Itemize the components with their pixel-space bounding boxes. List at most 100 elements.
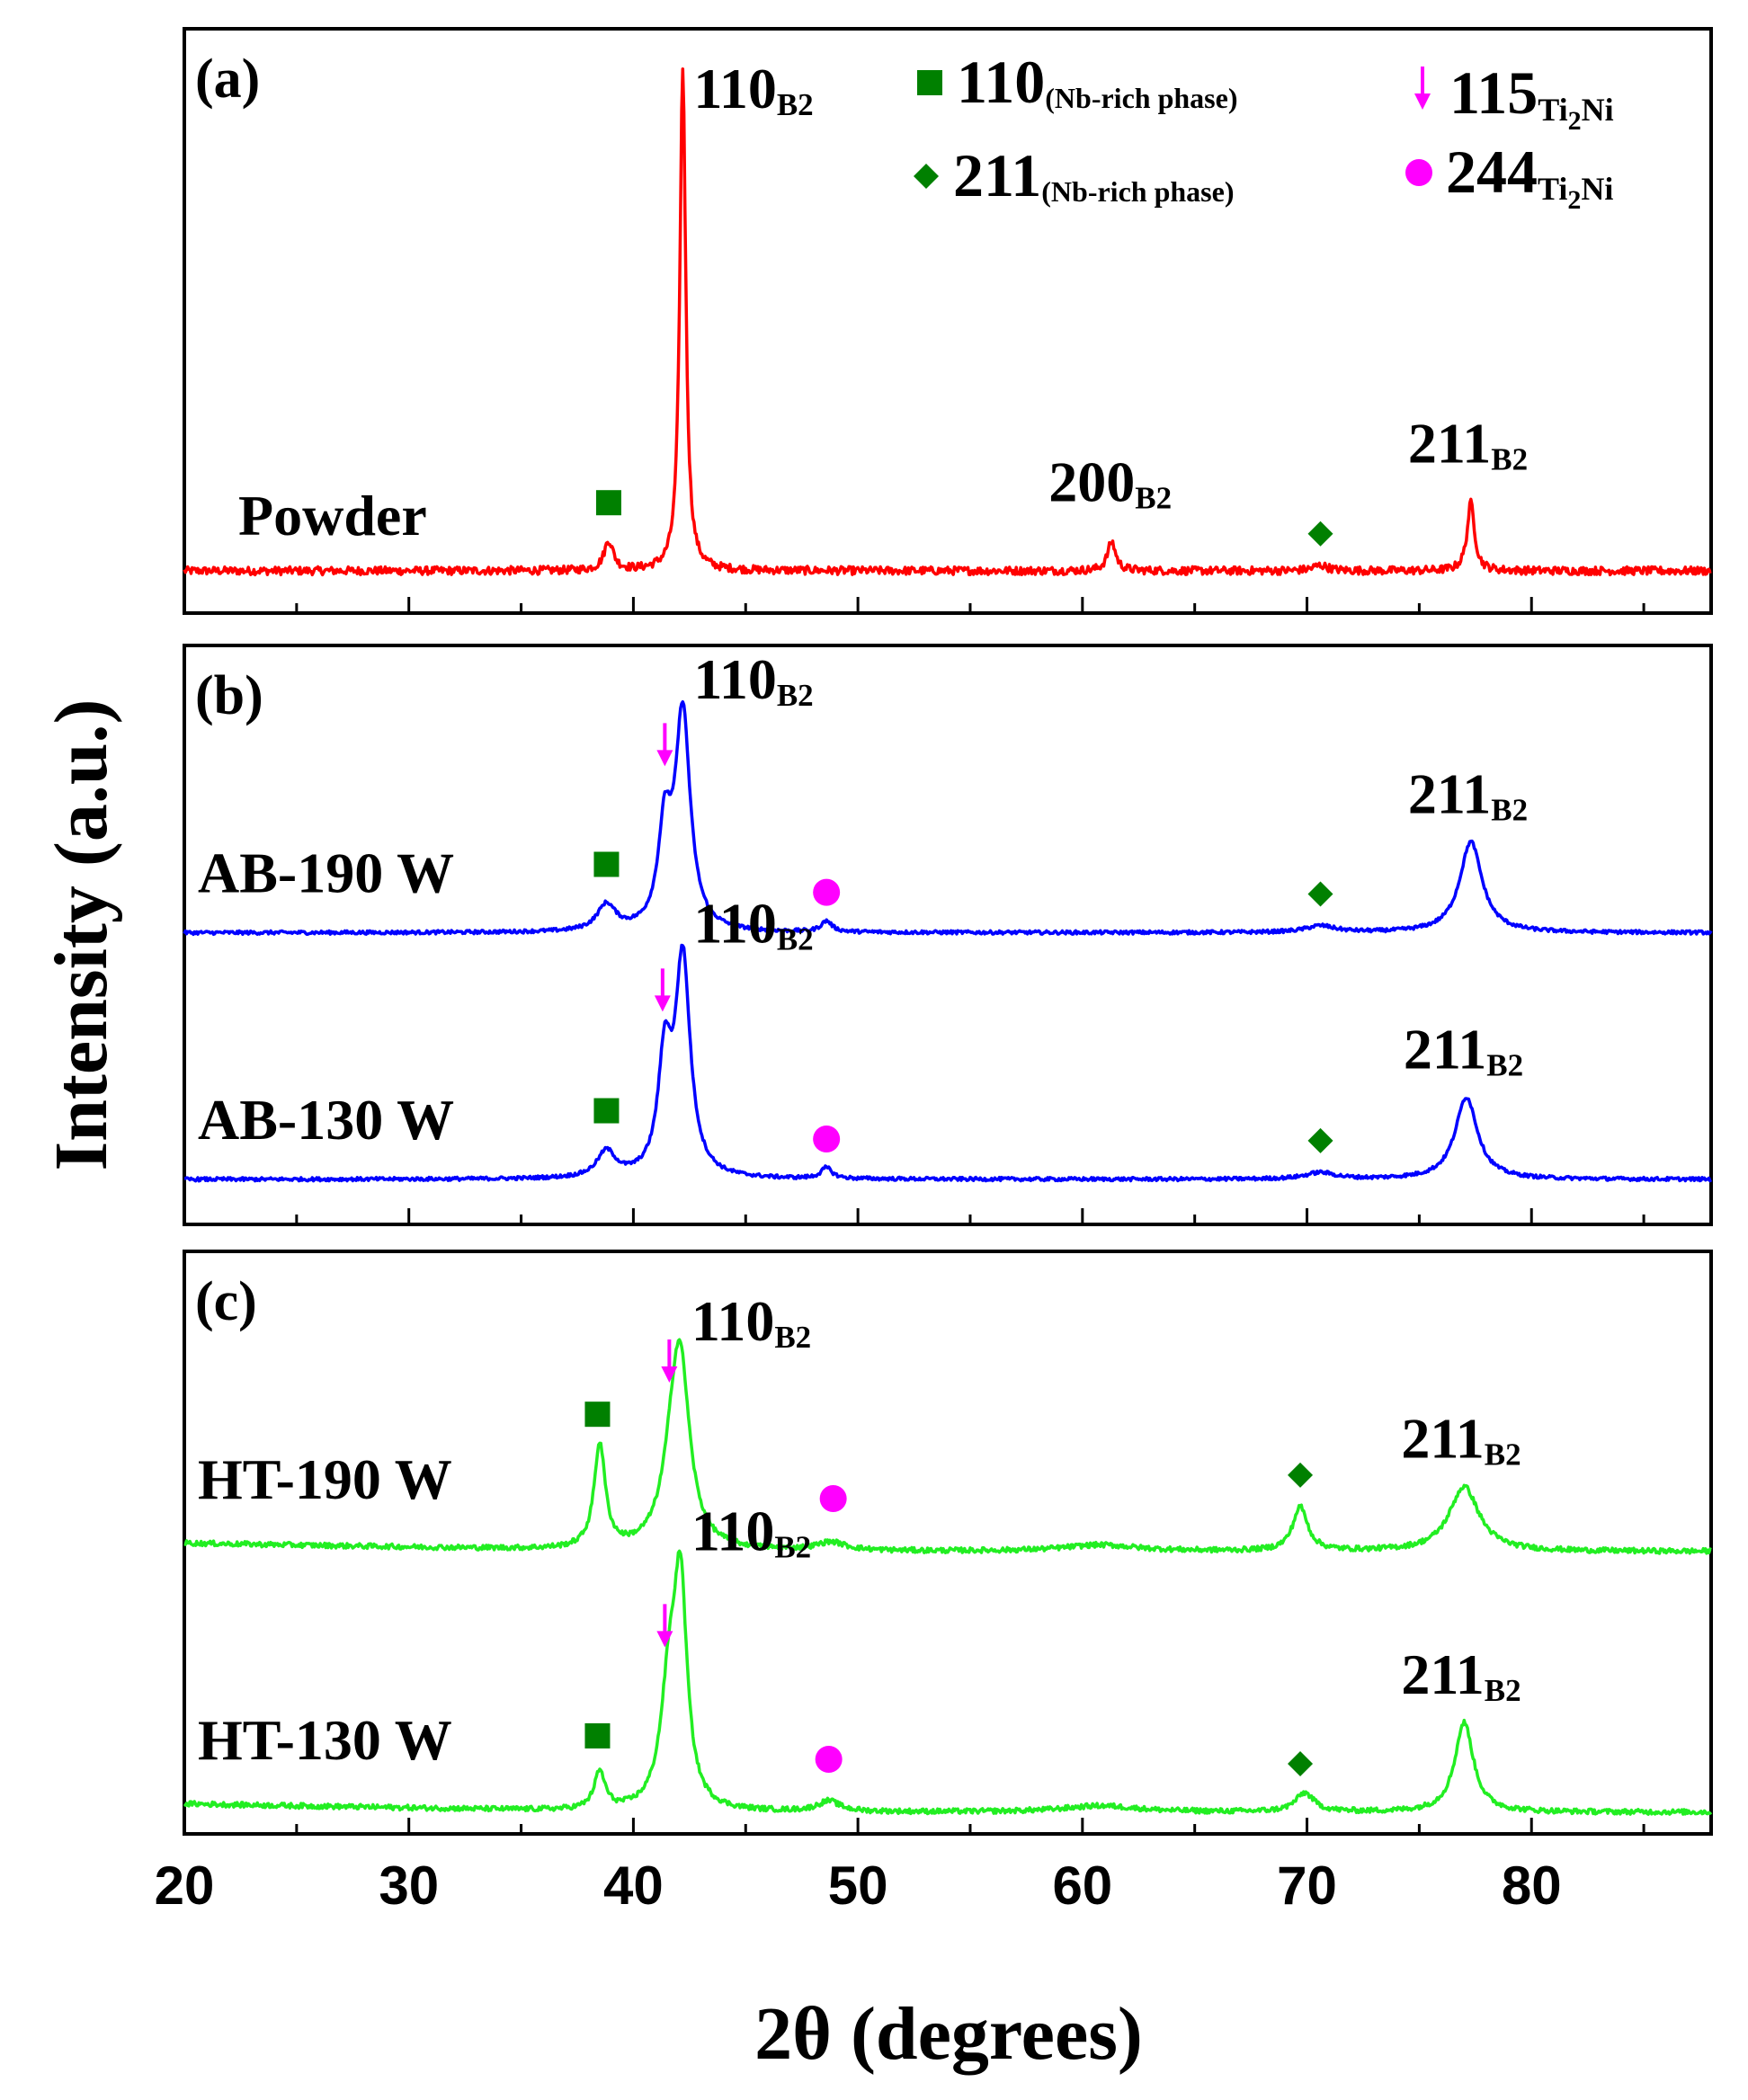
- marker-circle-icon: [813, 878, 841, 906]
- panel-tag: (b): [195, 665, 263, 726]
- peak-label-phase: B2: [1491, 441, 1528, 476]
- arrow-head: [656, 750, 673, 767]
- legend-item-arrow: 115Ti2Ni: [1414, 58, 1614, 136]
- peak-label-phase: B2: [1485, 1673, 1521, 1708]
- marker-diamond-icon: [914, 164, 939, 189]
- legend-label-phase-tail: Ni: [1582, 92, 1614, 128]
- legend: 110(Nb-rich phase)211(Nb-rich phase)115T…: [914, 48, 1614, 215]
- x-tick-label: 20: [155, 1855, 215, 1916]
- marker-arrow-icon: [1414, 67, 1431, 110]
- legend-label: 244Ti2Ni: [1446, 138, 1613, 215]
- peak-label-phase: B2: [774, 1320, 811, 1355]
- marker-diamond-icon: [1307, 881, 1333, 907]
- legend-label-index: 211: [953, 141, 1041, 209]
- legend-label-index: 115: [1449, 58, 1538, 127]
- arrow-head: [654, 995, 671, 1012]
- peak-label: 211B2: [1401, 1407, 1521, 1473]
- peak-label-phase: B2: [1485, 1437, 1521, 1473]
- peak-label: 110B2: [691, 1289, 811, 1355]
- peak-label: 110B2: [693, 891, 813, 957]
- legend-label-index: 244: [1446, 138, 1538, 206]
- marker-circle-icon: [1405, 159, 1432, 186]
- legend-label-phase-tail: Ni: [1581, 171, 1613, 207]
- x-axis-label: 2θ (degrees): [754, 1992, 1143, 2076]
- peak-label-index: 211: [1408, 761, 1491, 825]
- legend-label-index: 110: [957, 48, 1045, 116]
- legend-label-phase: (Nb-rich phase): [1045, 82, 1237, 114]
- legend-item-circle: 244Ti2Ni: [1405, 138, 1613, 215]
- series-line: [183, 1338, 1712, 1555]
- peak-label-phase: B2: [777, 87, 814, 122]
- series-line: [183, 943, 1713, 1183]
- legend-label-phase: Ti: [1538, 92, 1567, 128]
- marker-circle-icon: [815, 1746, 843, 1773]
- peak-label: 211B2: [1404, 1017, 1523, 1082]
- marker-square-icon: [584, 1722, 611, 1749]
- peak-label-index: 110: [693, 57, 776, 120]
- peak-label-phase: B2: [1486, 1047, 1523, 1082]
- series-line: [183, 67, 1712, 577]
- panel-frame: [183, 27, 1713, 615]
- peak-label: 211B2: [1401, 1642, 1521, 1708]
- x-tick-label: 40: [603, 1855, 664, 1916]
- marker-diamond-icon: [1288, 1462, 1314, 1488]
- x-axis: 20 30 40 50 60 70 80: [155, 1855, 1562, 1916]
- peak-label: 211B2: [1408, 411, 1528, 476]
- peak-label-index: 211: [1404, 1017, 1486, 1081]
- x-tick-label: 60: [1052, 1855, 1112, 1916]
- marker-arrow-icon: [661, 1339, 678, 1384]
- arrow-head: [1414, 93, 1431, 110]
- arrow-head: [656, 1631, 673, 1648]
- panel-frame: [183, 644, 1713, 1226]
- peak-label-index: 211: [1401, 1642, 1484, 1706]
- marker-square-icon: [593, 1098, 620, 1124]
- y-axis-label: Intensity (a.u.): [40, 699, 123, 1170]
- marker-arrow-icon: [656, 1604, 673, 1648]
- marker-square-icon: [593, 851, 620, 877]
- panel-tag: (c): [195, 1271, 257, 1332]
- legend-label-phase-sub: 2: [1568, 106, 1582, 136]
- peak-label-index: 110: [693, 647, 776, 711]
- series-name: HT-130 W: [198, 1708, 452, 1772]
- series-name: AB-130 W: [198, 1088, 454, 1152]
- peak-label: 110B2: [693, 57, 813, 122]
- legend-label-phase: Ti: [1538, 171, 1567, 207]
- series-line: [183, 699, 1713, 937]
- peak-label-index: 110: [691, 1289, 774, 1353]
- marker-square-icon: [917, 70, 942, 95]
- legend-label: 211(Nb-rich phase): [953, 141, 1234, 209]
- peak-label-phase: B2: [1135, 480, 1172, 515]
- peak-label-phase: B2: [1491, 792, 1528, 827]
- peak-label: 211B2: [1408, 761, 1528, 827]
- marker-square-icon: [584, 1401, 611, 1428]
- x-tick-label: 80: [1502, 1855, 1562, 1916]
- peak-label: 110B2: [693, 647, 813, 713]
- marker-circle-icon: [813, 1126, 841, 1152]
- peak-label: 110B2: [691, 1499, 811, 1564]
- marker-arrow-icon: [654, 968, 671, 1012]
- marker-circle-icon: [819, 1485, 847, 1512]
- series-name: HT-190 W: [198, 1447, 452, 1511]
- x-tick-label: 30: [379, 1855, 439, 1916]
- legend-item-diamond: 211(Nb-rich phase): [914, 141, 1234, 209]
- marker-arrow-icon: [656, 723, 673, 767]
- series-name: Powder: [238, 484, 427, 547]
- panel-frame: [183, 1250, 1713, 1836]
- panel-tag: (a): [195, 49, 260, 110]
- marker-diamond-icon: [1288, 1751, 1314, 1777]
- peak-label-index: 211: [1408, 411, 1491, 475]
- marker-diamond-icon: [1307, 1127, 1333, 1153]
- marker-square-icon: [595, 490, 621, 516]
- peak-label-phase: B2: [777, 921, 814, 957]
- peak-label-index: 110: [691, 1499, 774, 1562]
